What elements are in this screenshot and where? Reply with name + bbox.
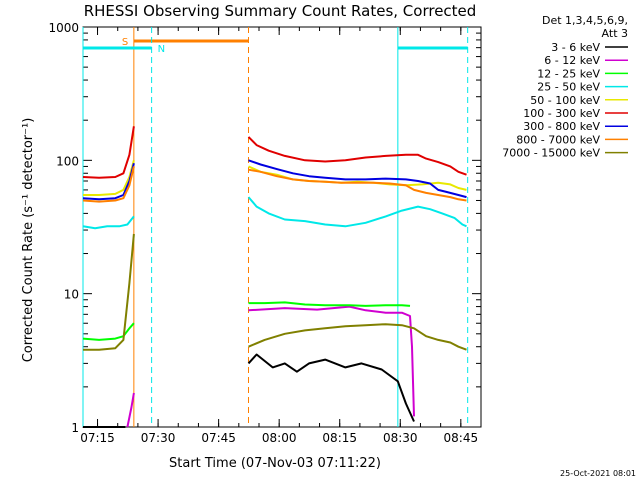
legend-header-line-2: Att 3 [602,27,628,40]
series-line-7 [248,168,467,202]
legend-label: 12 - 25 keV [537,67,600,80]
series-line-5 [82,126,135,179]
series-line-1 [126,392,135,428]
legend-label: 7000 - 15000 keV [502,147,600,160]
plot-frame [82,26,482,428]
legend-label: 6 - 12 keV [544,54,600,67]
legend-header-line-1: Det 1,3,4,5,6,9, [542,14,628,27]
footer-timestamp: 25-Oct-2021 08:01 [560,469,636,478]
series-line-3 [247,196,467,228]
y-tick-label: 1 [71,421,79,435]
x-axis-label: Start Time (07-Nov-03 07:11:22) [169,456,381,471]
series-line-2 [82,322,135,341]
series-line-1 [248,305,415,417]
y-tick-label: 100 [56,154,79,168]
series-line-3 [82,215,135,230]
x-tick-label: 08:00 [262,431,297,445]
series-line-6 [248,159,467,199]
legend-label: 800 - 7000 keV [516,133,600,146]
legend-label: 300 - 800 keV [523,120,600,133]
series-line-8 [83,233,135,351]
series-line-0 [247,353,415,422]
y-tick-label: 10 [64,288,79,302]
plot-area: 07:15 07:30 07:45 08:00 08:15 08:30 08:45 1 10 10… [48,21,482,445]
y-tick-label: 1000 [48,21,79,35]
x-tick-label: 08:30 [383,431,418,445]
x-tick-label: 07:30 [141,431,176,445]
series-line-2 [248,301,411,307]
chart-title: RHESSI Observing Summary Count Rates, Co… [84,2,477,20]
series-line-5 [247,136,467,176]
series-line-7 [82,166,135,203]
saa-label: S [122,37,128,48]
series-line-8 [248,323,467,351]
legend-label: 50 - 100 keV [530,94,600,107]
legend-label: 25 - 50 keV [537,81,600,94]
legend-label: 100 - 300 keV [523,107,600,120]
x-tick-label: 07:45 [201,431,236,445]
x-tick-label: 07:15 [80,431,115,445]
x-tick-label: 08:15 [322,431,357,445]
y-axis-label: Corrected Count Rate (s⁻¹ detector⁻¹) [21,118,36,363]
night-label: N [158,44,165,55]
legend-label: 3 - 6 keV [551,41,600,54]
x-tick-label: 08:45 [444,431,479,445]
